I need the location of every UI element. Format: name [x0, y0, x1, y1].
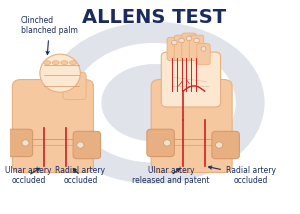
FancyBboxPatch shape — [5, 129, 33, 157]
Ellipse shape — [215, 142, 223, 148]
Text: ALLENS TEST: ALLENS TEST — [82, 8, 226, 27]
Ellipse shape — [70, 61, 77, 65]
FancyBboxPatch shape — [12, 80, 93, 172]
Ellipse shape — [40, 54, 80, 92]
FancyBboxPatch shape — [151, 80, 232, 172]
Ellipse shape — [179, 38, 184, 43]
FancyBboxPatch shape — [189, 35, 204, 61]
Text: Clinched
blanched palm: Clinched blanched palm — [21, 16, 78, 54]
Ellipse shape — [44, 61, 51, 65]
Text: Radial artery
occluded: Radial artery occluded — [208, 166, 276, 185]
FancyBboxPatch shape — [147, 129, 174, 157]
Ellipse shape — [172, 40, 177, 45]
FancyBboxPatch shape — [73, 131, 101, 159]
Ellipse shape — [77, 142, 84, 148]
FancyBboxPatch shape — [174, 35, 189, 61]
FancyBboxPatch shape — [161, 52, 220, 107]
FancyBboxPatch shape — [63, 72, 86, 100]
Ellipse shape — [52, 61, 59, 65]
FancyBboxPatch shape — [167, 37, 182, 61]
Ellipse shape — [61, 61, 68, 65]
Ellipse shape — [164, 140, 171, 146]
Text: Ulnar artery
occluded: Ulnar artery occluded — [5, 166, 52, 185]
Text: Radial artery
occluded: Radial artery occluded — [56, 166, 105, 185]
FancyBboxPatch shape — [182, 33, 196, 61]
Text: Ulnar artery
released and patent: Ulnar artery released and patent — [132, 166, 210, 185]
Ellipse shape — [186, 36, 192, 41]
Circle shape — [44, 22, 264, 183]
FancyBboxPatch shape — [197, 44, 210, 65]
FancyBboxPatch shape — [212, 131, 239, 159]
Circle shape — [73, 44, 235, 162]
Ellipse shape — [201, 47, 206, 51]
Ellipse shape — [194, 38, 200, 43]
Circle shape — [102, 65, 206, 141]
Ellipse shape — [22, 140, 29, 146]
